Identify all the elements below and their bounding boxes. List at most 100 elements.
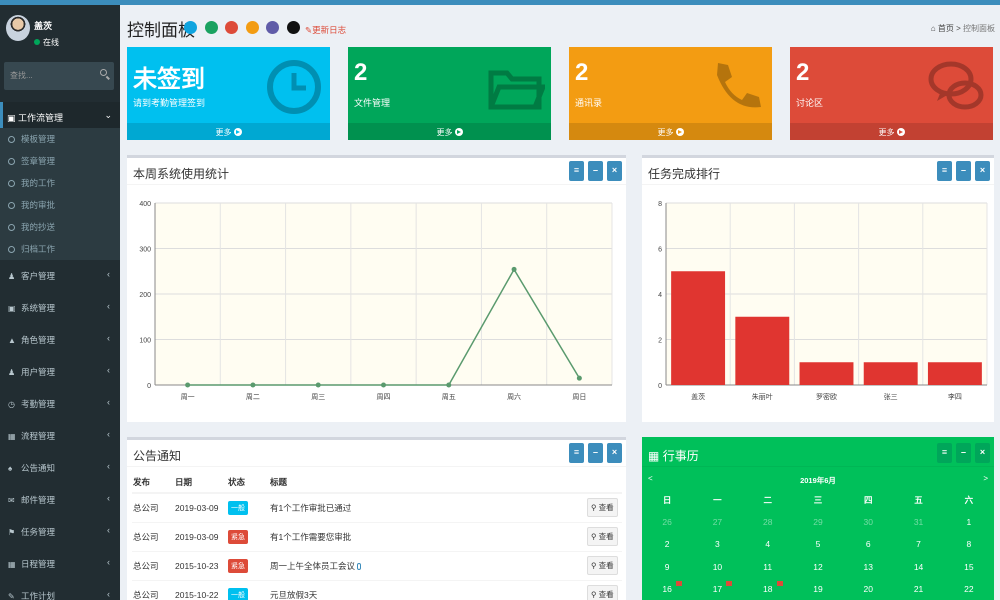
info-box: 2 讨论区 更多 <box>790 47 993 140</box>
calendar-day[interactable]: 2 <box>642 534 692 557</box>
calendar-day[interactable]: 28 <box>743 512 793 535</box>
calendar-day[interactable]: 7 <box>893 534 943 557</box>
calendar-day[interactable]: 30 <box>843 512 893 535</box>
prev-month-button[interactable]: < <box>648 474 653 483</box>
collapse-button[interactable]: – <box>956 161 971 181</box>
table-row[interactable]: 总公司 2015-10-22 一般 元旦放假3天 ⚲ 查看 <box>132 580 622 600</box>
calendar-day[interactable]: 10 <box>692 557 742 580</box>
notice-title[interactable]: 有1个工作需要您审批 <box>270 531 352 542</box>
search-icon[interactable] <box>100 69 107 76</box>
close-button[interactable]: × <box>607 161 622 181</box>
calendar-day[interactable]: 1 <box>944 512 994 535</box>
sidebar-item[interactable]: ♠ 公告通知 ‹ <box>0 452 120 484</box>
sidebar-item[interactable]: ♟ 用户管理 ‹ <box>0 356 120 388</box>
calendar-day[interactable]: 11 <box>743 557 793 580</box>
calendar-day[interactable]: 22 <box>944 579 994 600</box>
calendar-day[interactable]: 27 <box>692 512 742 535</box>
collapse-button[interactable]: – <box>588 443 603 463</box>
circle-icon <box>8 136 15 143</box>
calendar-day[interactable]: 6 <box>843 534 893 557</box>
calendar-day[interactable]: 5 <box>793 534 843 557</box>
sidebar-subitem[interactable]: 我的抄送 <box>0 216 120 238</box>
sidebar-item-label: 工作流管理 <box>18 113 64 123</box>
calendar-day[interactable]: 14 <box>893 557 943 580</box>
calendar-day[interactable]: 31 <box>893 512 943 535</box>
info-box-more-link[interactable]: 更多 <box>348 123 551 140</box>
top-navbar <box>0 0 1000 5</box>
menu-button[interactable]: ≡ <box>937 161 952 181</box>
panel-header: ▦ 行事历 ≡ – × <box>642 440 994 467</box>
calendar-day[interactable]: 4 <box>743 534 793 557</box>
collapse-button[interactable]: – <box>956 443 971 463</box>
changelog-link[interactable]: ✎更新日志 <box>305 24 346 36</box>
calendar-day[interactable]: 29 <box>793 512 843 535</box>
sidebar-item[interactable]: ▦ 日程管理 ‹ <box>0 548 120 580</box>
collapse-button[interactable]: – <box>588 161 603 181</box>
close-button[interactable]: × <box>975 443 990 463</box>
chevron-left-icon: ‹ <box>107 269 110 279</box>
calendar-day[interactable]: 3 <box>692 534 742 557</box>
theme-color-swatch[interactable] <box>204 21 218 34</box>
sidebar-subitem[interactable]: 我的审批 <box>0 194 120 216</box>
view-button[interactable]: ⚲ 查看 <box>587 527 618 546</box>
calendar-day[interactable]: 19 <box>793 579 843 600</box>
menu-button[interactable]: ≡ <box>569 161 584 181</box>
close-button[interactable]: × <box>607 443 622 463</box>
sidebar-subitem[interactable]: 我的工作 <box>0 172 120 194</box>
calendar-day[interactable]: 8 <box>944 534 994 557</box>
breadcrumb-home[interactable]: 首页 <box>937 24 954 33</box>
avatar[interactable] <box>6 15 30 41</box>
calendar-day[interactable]: 12 <box>793 557 843 580</box>
view-button[interactable]: ⚲ 查看 <box>587 585 618 600</box>
calendar-day[interactable]: 20 <box>843 579 893 600</box>
notice-title[interactable]: 周一上午全体员工会议 <box>270 560 356 571</box>
calendar-day[interactable]: 9 <box>642 557 692 580</box>
calendar-day[interactable]: 17 <box>692 579 742 600</box>
theme-color-swatch[interactable] <box>184 21 197 34</box>
sidebar-item[interactable]: ◷ 考勤管理 ‹ <box>0 388 120 420</box>
theme-color-swatch[interactable] <box>266 21 279 34</box>
view-button[interactable]: ⚲ 查看 <box>587 498 618 518</box>
theme-color-swatch[interactable] <box>245 21 259 34</box>
x-tick-label: 周四 <box>377 393 391 401</box>
weekday-label: 二 <box>763 495 772 505</box>
sidebar-item[interactable]: ♟ 客户管理 ‹ <box>0 260 120 292</box>
notice-title[interactable]: 有1个工作审批已通过 <box>270 502 352 513</box>
table-row[interactable]: 总公司 2015-10-23 紧急 周一上午全体员工会议 ⚲ 查看 <box>132 551 622 581</box>
sidebar-item[interactable]: ✎ 工作计划 ‹ <box>0 580 120 600</box>
sidebar-subitem[interactable]: 归档工作 <box>0 238 120 260</box>
folder-icon <box>488 70 545 110</box>
calendar-day[interactable]: 26 <box>642 512 692 535</box>
sidebar-item[interactable]: ▣ 系统管理 ‹ <box>0 292 120 324</box>
view-button[interactable]: ⚲ 查看 <box>587 556 618 575</box>
table-row[interactable]: 总公司 2019-03-09 紧急 有1个工作需要您审批 ⚲ 查看 <box>132 522 622 552</box>
theme-color-swatch[interactable] <box>225 21 238 34</box>
info-box-more-link[interactable]: 更多 <box>127 123 330 140</box>
sidebar-item[interactable]: ▦ 流程管理 ‹ <box>0 420 120 452</box>
calendar-day-number: 4 <box>765 539 771 549</box>
menu-button[interactable]: ≡ <box>569 443 584 463</box>
notice-title[interactable]: 元旦放假3天 <box>270 589 318 600</box>
x-tick-label: 李四 <box>948 392 962 401</box>
sidebar-item[interactable]: ⚑ 任务管理 ‹ <box>0 516 120 548</box>
calendar-day-number: 28 <box>762 516 773 527</box>
calendar-day[interactable]: 15 <box>944 557 994 580</box>
calendar-day[interactable]: 16 <box>642 579 692 600</box>
theme-color-swatch[interactable] <box>286 21 300 34</box>
sidebar-item[interactable]: ✉ 邮件管理 ‹ <box>0 484 120 516</box>
event-flag-icon <box>676 581 682 586</box>
calendar-day[interactable]: 21 <box>893 579 943 600</box>
sidebar-subitem[interactable]: 签章管理 <box>0 150 120 172</box>
sidebar-subitem[interactable]: 模板管理 <box>0 128 120 150</box>
sidebar-item-workflow[interactable]: ▣ 工作流管理 ⌄ <box>0 102 120 128</box>
sidebar-item[interactable]: ▲ 角色管理 ‹ <box>0 324 120 356</box>
info-box-more-link[interactable]: 更多 <box>569 123 772 140</box>
menu-button[interactable]: ≡ <box>937 443 952 463</box>
calendar-day[interactable]: 18 <box>743 579 793 600</box>
sidebar-search-input[interactable]: 查找... <box>4 62 114 90</box>
table-row[interactable]: 总公司 2019-03-09 一般 有1个工作审批已通过 ⚲ 查看 <box>132 493 622 523</box>
close-button[interactable]: × <box>975 161 990 181</box>
info-box-more-link[interactable]: 更多 <box>790 123 993 140</box>
next-month-button[interactable]: > <box>983 474 988 483</box>
calendar-day[interactable]: 13 <box>843 557 893 580</box>
